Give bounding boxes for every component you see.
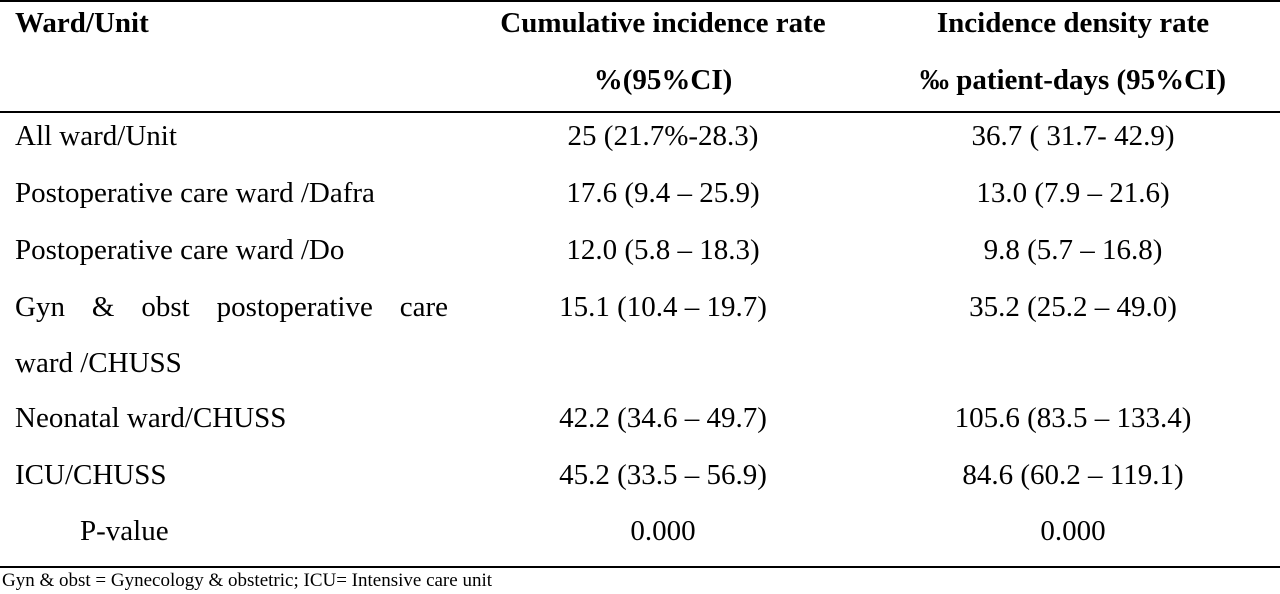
table-row-cir: 15.1 (10.4 – 19.7) xyxy=(559,291,767,323)
table-row-ward: Postoperative care ward /Dafra xyxy=(15,177,375,209)
table-row-cir: 12.0 (5.8 – 18.3) xyxy=(566,234,760,266)
table-row-idr: 84.6 (60.2 – 119.1) xyxy=(962,459,1184,491)
table-row-ward-line2: ward /CHUSS xyxy=(15,347,182,379)
pvalue-label: P-value xyxy=(80,515,169,547)
table-header-rule xyxy=(0,111,1280,113)
pvalue-idr: 0.000 xyxy=(1040,515,1106,547)
table-top-rule xyxy=(0,0,1280,2)
table-row-cir: 25 (21.7%-28.3) xyxy=(567,120,759,152)
header-ward-unit: Ward/Unit xyxy=(15,7,149,39)
table-row-ward: Postoperative care ward /Do xyxy=(15,234,345,266)
table-bottom-rule xyxy=(0,566,1280,568)
table-row-ward: ICU/CHUSS xyxy=(15,459,167,491)
table-row-idr: 105.6 (83.5 – 133.4) xyxy=(954,402,1192,434)
table-row-ward: All ward/Unit xyxy=(15,120,177,152)
table-row-idr: 13.0 (7.9 – 21.6) xyxy=(976,177,1170,209)
header-cumulative-incidence-line2: %(95%CI) xyxy=(593,64,733,96)
table-row-cir: 17.6 (9.4 – 25.9) xyxy=(566,177,760,209)
header-incidence-density-line2: ‰ patient-days (95%CI) xyxy=(919,64,1227,96)
table-row-idr: 35.2 (25.2 – 49.0) xyxy=(969,291,1177,323)
table-footnote: Gyn & obst = Gynecology & obstetric; ICU… xyxy=(2,570,493,591)
table-row-idr: 36.7 ( 31.7- 42.9) xyxy=(971,120,1175,152)
table-row-cir: 45.2 (33.5 – 56.9) xyxy=(559,459,767,491)
table-row-ward: Neonatal ward/CHUSS xyxy=(15,402,287,434)
header-incidence-density-line1: Incidence density rate xyxy=(936,7,1210,39)
table-row-cir: 42.2 (34.6 – 49.7) xyxy=(559,402,767,434)
pvalue-cir: 0.000 xyxy=(630,515,696,547)
table-row-idr: 9.8 (5.7 – 16.8) xyxy=(983,234,1163,266)
header-cumulative-incidence-line1: Cumulative incidence rate xyxy=(500,7,826,39)
table-row-ward-line1: Gyn & obst postoperative care xyxy=(15,291,448,323)
